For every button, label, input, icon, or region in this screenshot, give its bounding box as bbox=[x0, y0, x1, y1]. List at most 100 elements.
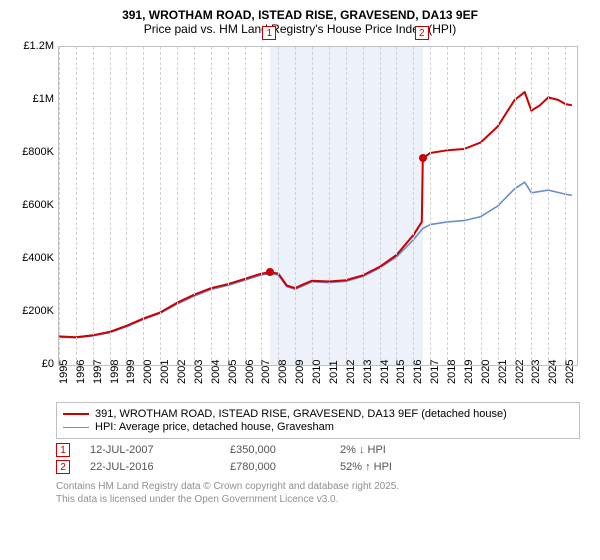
x-tick-label: 2021 bbox=[497, 360, 509, 384]
gridline-v bbox=[295, 47, 296, 365]
series-property bbox=[59, 92, 572, 337]
gridline-v bbox=[126, 47, 127, 365]
legend-swatch bbox=[63, 413, 89, 415]
x-tick-label: 2017 bbox=[429, 360, 441, 384]
x-tick-label: 1998 bbox=[109, 360, 121, 384]
sale-row-marker: 2 bbox=[56, 460, 70, 474]
sale-dot-2 bbox=[419, 154, 427, 162]
gridline-v bbox=[396, 47, 397, 365]
x-tick-label: 2008 bbox=[277, 360, 289, 384]
x-tick-label: 1995 bbox=[58, 360, 70, 384]
gridline-v bbox=[228, 47, 229, 365]
x-tick-label: 2016 bbox=[412, 360, 424, 384]
x-tick-label: 2013 bbox=[362, 360, 374, 384]
gridline-v bbox=[177, 47, 178, 365]
x-tick-label: 2018 bbox=[446, 360, 458, 384]
gridline-v bbox=[498, 47, 499, 365]
y-tick-label: £1.2M bbox=[23, 40, 54, 52]
sale-dot-1 bbox=[266, 268, 274, 276]
gridline-v bbox=[312, 47, 313, 365]
footer-line-1: Contains HM Land Registry data © Crown c… bbox=[56, 480, 580, 493]
gridline-v bbox=[531, 47, 532, 365]
sale-marker-2: 2 bbox=[415, 26, 429, 40]
sale-price: £350,000 bbox=[230, 444, 320, 456]
sale-date: 12-JUL-2007 bbox=[90, 444, 210, 456]
gridline-v bbox=[278, 47, 279, 365]
gridline-v bbox=[76, 47, 77, 365]
gridline-v bbox=[380, 47, 381, 365]
x-tick-label: 2000 bbox=[142, 360, 154, 384]
x-tick-label: 2014 bbox=[379, 360, 391, 384]
gridline-v bbox=[413, 47, 414, 365]
gridline-v bbox=[447, 47, 448, 365]
legend-row: 391, WROTHAM ROAD, ISTEAD RISE, GRAVESEN… bbox=[63, 408, 573, 420]
y-tick-label: £200K bbox=[22, 305, 54, 317]
x-tick-label: 1997 bbox=[92, 360, 104, 384]
x-tick-label: 2004 bbox=[210, 360, 222, 384]
series-hpi bbox=[59, 182, 572, 338]
sale-price: £780,000 bbox=[230, 461, 320, 473]
footer-line-2: This data is licensed under the Open Gov… bbox=[56, 493, 580, 506]
x-tick-label: 2023 bbox=[530, 360, 542, 384]
sale-row: 2 22-JUL-2016 £780,000 52% ↑ HPI bbox=[56, 460, 580, 474]
legend-swatch bbox=[63, 427, 89, 428]
chart-title-sub: Price paid vs. HM Land Registry's House … bbox=[10, 22, 590, 36]
x-tick-label: 2006 bbox=[244, 360, 256, 384]
chart-container: 391, WROTHAM ROAD, ISTEAD RISE, GRAVESEN… bbox=[0, 0, 600, 512]
gridline-v bbox=[481, 47, 482, 365]
gridline-v bbox=[93, 47, 94, 365]
x-tick-label: 2010 bbox=[311, 360, 323, 384]
footer: Contains HM Land Registry data © Crown c… bbox=[56, 480, 580, 506]
sale-delta: 2% ↓ HPI bbox=[340, 444, 460, 456]
gridline-v bbox=[245, 47, 246, 365]
chart-title-main: 391, WROTHAM ROAD, ISTEAD RISE, GRAVESEN… bbox=[10, 8, 590, 22]
y-tick-label: £0 bbox=[42, 358, 54, 370]
x-tick-label: 2009 bbox=[294, 360, 306, 384]
x-tick-label: 2003 bbox=[193, 360, 205, 384]
gridline-v bbox=[211, 47, 212, 365]
sale-row-marker: 1 bbox=[56, 443, 70, 457]
gridline-v bbox=[515, 47, 516, 365]
legend: 391, WROTHAM ROAD, ISTEAD RISE, GRAVESEN… bbox=[56, 402, 580, 439]
x-tick-label: 2015 bbox=[395, 360, 407, 384]
x-tick-label: 2024 bbox=[547, 360, 559, 384]
gridline-v bbox=[160, 47, 161, 365]
x-tick-label: 2020 bbox=[480, 360, 492, 384]
sale-row: 1 12-JUL-2007 £350,000 2% ↓ HPI bbox=[56, 443, 580, 457]
gridline-v bbox=[143, 47, 144, 365]
legend-label: 391, WROTHAM ROAD, ISTEAD RISE, GRAVESEN… bbox=[95, 408, 507, 420]
sale-marker-1: 1 bbox=[262, 26, 276, 40]
x-tick-label: 1999 bbox=[125, 360, 137, 384]
x-tick-label: 2007 bbox=[260, 360, 272, 384]
gridline-v bbox=[430, 47, 431, 365]
gridline-v bbox=[548, 47, 549, 365]
gridline-v bbox=[59, 47, 60, 365]
y-tick-label: £1M bbox=[33, 93, 54, 105]
x-tick-label: 2019 bbox=[463, 360, 475, 384]
x-tick-label: 2012 bbox=[345, 360, 357, 384]
gridline-v bbox=[329, 47, 330, 365]
sale-delta: 52% ↑ HPI bbox=[340, 461, 460, 473]
y-tick-label: £400K bbox=[22, 252, 54, 264]
sale-date: 22-JUL-2016 bbox=[90, 461, 210, 473]
x-tick-label: 2022 bbox=[514, 360, 526, 384]
x-tick-label: 2011 bbox=[328, 360, 340, 384]
x-tick-label: 2025 bbox=[564, 360, 576, 384]
gridline-v bbox=[346, 47, 347, 365]
y-tick-label: £800K bbox=[22, 146, 54, 158]
x-tick-label: 2001 bbox=[159, 360, 171, 384]
gridline-v bbox=[464, 47, 465, 365]
gridline-v bbox=[363, 47, 364, 365]
chart-svg bbox=[59, 47, 577, 365]
legend-row: HPI: Average price, detached house, Grav… bbox=[63, 421, 573, 433]
gridline-v bbox=[261, 47, 262, 365]
chart-box: 1995199619971998199920002001200220032004… bbox=[14, 40, 584, 400]
legend-label: HPI: Average price, detached house, Grav… bbox=[95, 421, 334, 433]
plot-area bbox=[58, 46, 578, 366]
y-tick-label: £600K bbox=[22, 199, 54, 211]
gridline-v bbox=[110, 47, 111, 365]
x-tick-label: 2005 bbox=[227, 360, 239, 384]
sales-table: 1 12-JUL-2007 £350,000 2% ↓ HPI 2 22-JUL-2016… bbox=[56, 443, 580, 474]
x-tick-label: 2002 bbox=[176, 360, 188, 384]
gridline-v bbox=[565, 47, 566, 365]
